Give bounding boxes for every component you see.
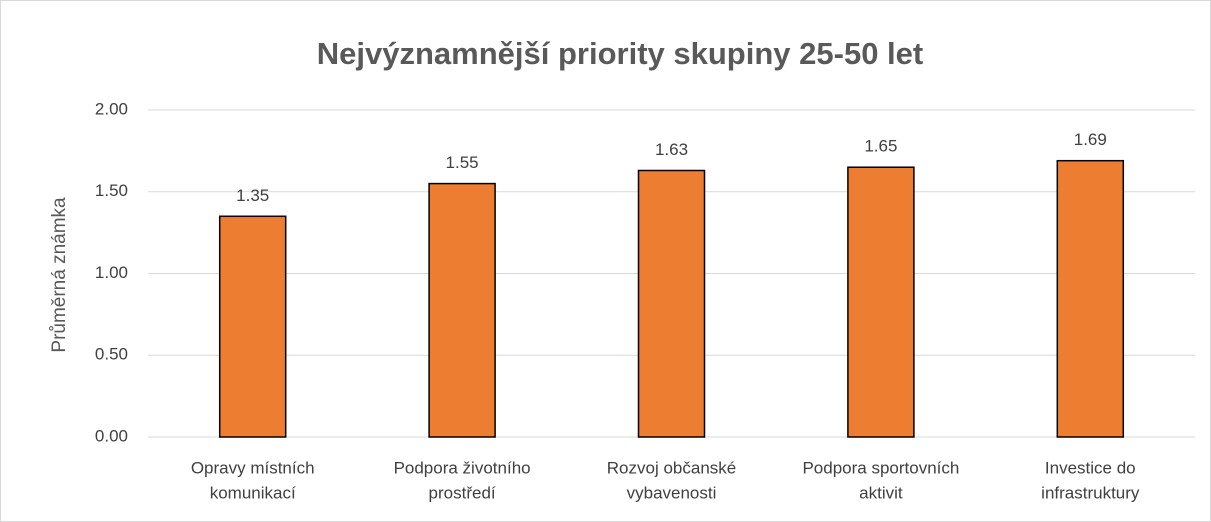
data-label: 1.55 bbox=[446, 153, 479, 172]
data-label: 1.35 bbox=[236, 186, 269, 205]
bar bbox=[218, 215, 287, 438]
bar bbox=[637, 169, 706, 438]
x-tick-label: Opravy místních bbox=[191, 458, 315, 477]
y-axis-label: Průměrná známka bbox=[49, 197, 70, 353]
y-tick-label: 0.50 bbox=[95, 345, 128, 364]
y-tick-label: 2.00 bbox=[95, 99, 128, 118]
x-tick-label: Rozvoj občanské bbox=[607, 458, 736, 477]
data-label: 1.63 bbox=[655, 140, 688, 159]
x-tick-label: prostředí bbox=[429, 483, 496, 502]
chart-title: Nejvýznamnější priority skupiny 25-50 le… bbox=[317, 36, 923, 71]
bar bbox=[1056, 159, 1125, 438]
x-tick-label: Podpora sportovních bbox=[802, 458, 959, 477]
y-tick-label: 1.00 bbox=[95, 263, 128, 282]
x-tick-label: Podpora životního bbox=[394, 458, 531, 477]
bar bbox=[847, 166, 915, 438]
data-label: 1.69 bbox=[1074, 130, 1107, 149]
x-tick-label: Investice do bbox=[1045, 458, 1136, 477]
y-tick-label: 1.50 bbox=[95, 181, 128, 200]
data-label: 1.65 bbox=[864, 137, 897, 156]
x-tick-label: vybavenosti bbox=[627, 483, 717, 502]
x-tick-label: infrastruktury bbox=[1041, 483, 1140, 502]
x-tick-label: aktivit bbox=[859, 483, 903, 502]
y-tick-label: 0.00 bbox=[95, 426, 128, 445]
x-tick-label: komunikací bbox=[210, 483, 296, 502]
bar bbox=[428, 182, 496, 438]
